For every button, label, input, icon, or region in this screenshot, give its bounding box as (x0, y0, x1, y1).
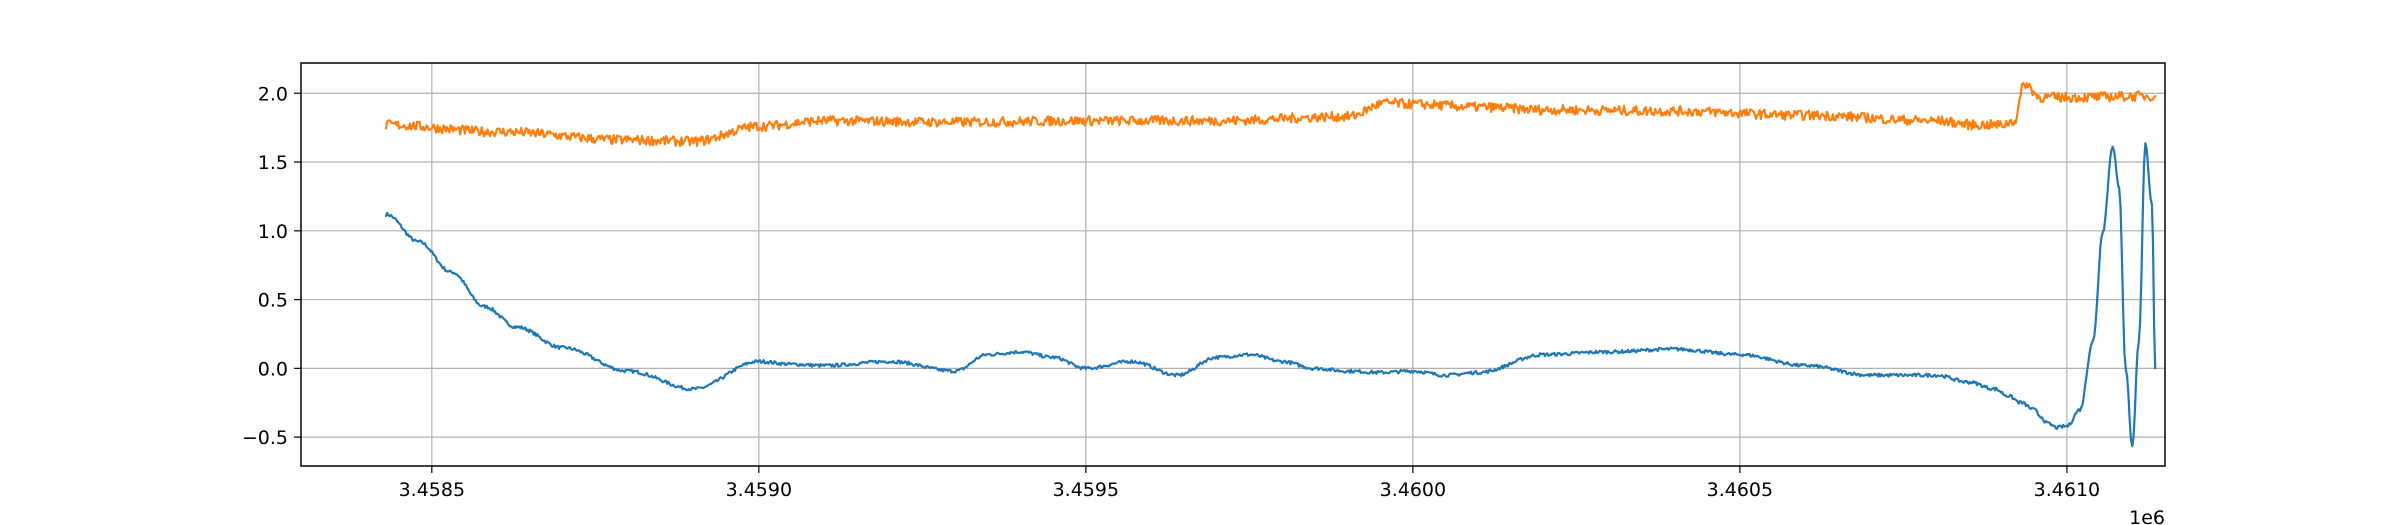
x-tick-label: 3.4585 (399, 479, 465, 501)
x-tick-label: 3.4610 (2034, 479, 2100, 501)
x-tick-label: 3.4600 (1380, 479, 1446, 501)
axis-ticks: 3.4585 3.4590 3.4595 3.4600 3.4605 3.4610 −0.5… (242, 83, 2100, 501)
y-tick-label: 1.5 (258, 152, 288, 174)
y-tick-label: 1.0 (258, 221, 288, 243)
series-line-2 (384, 81, 2157, 148)
x-tick-label: 3.4595 (1053, 479, 1119, 501)
grid (301, 63, 2165, 466)
series-line-1 (384, 142, 2157, 448)
y-tick-label: −0.5 (242, 427, 288, 449)
x-tick-label: 3.4605 (1707, 479, 1773, 501)
series-layer (384, 81, 2157, 448)
x-tick-label: 3.4590 (726, 479, 792, 501)
plot-area-frame (300, 62, 2166, 467)
y-tick-label: 0.5 (258, 290, 288, 312)
y-tick-label: 0.0 (258, 358, 288, 380)
x-offset-label: 1e6 (2129, 507, 2165, 525)
y-tick-label: 2.0 (258, 83, 288, 105)
